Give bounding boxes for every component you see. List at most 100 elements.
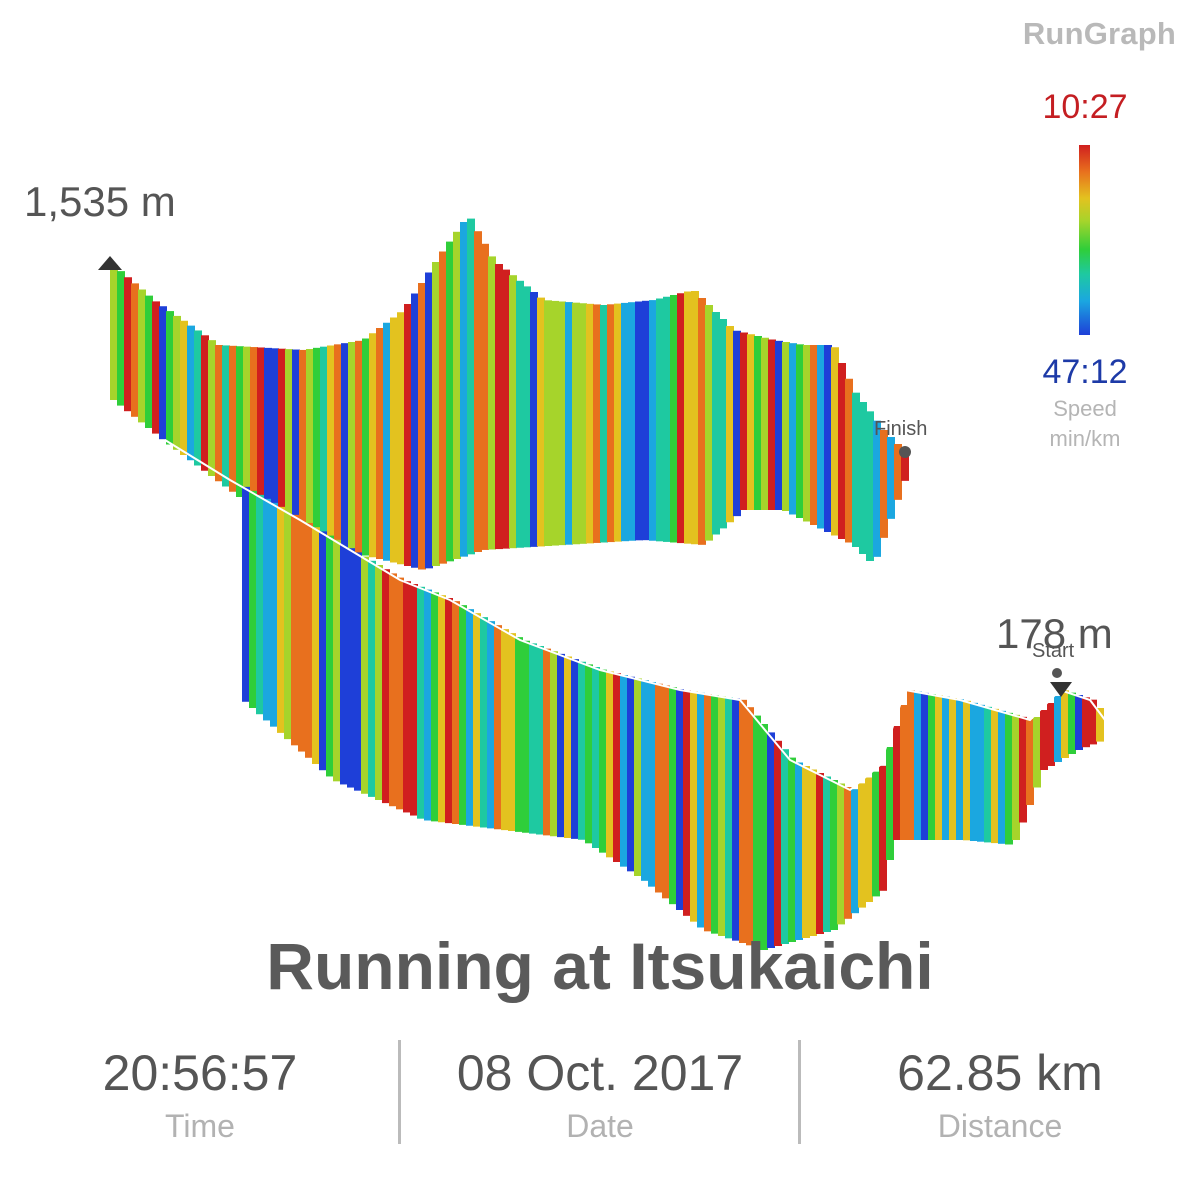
ribbon-band <box>522 640 530 833</box>
stat-divider <box>398 1040 401 1144</box>
ribbon-band <box>614 303 622 542</box>
ribbon-band <box>215 345 223 482</box>
ribbon-band <box>467 218 475 555</box>
ribbon-band <box>866 411 874 561</box>
ribbon-band <box>956 699 964 840</box>
ribbon-band <box>208 340 216 476</box>
ribbon-band <box>579 303 587 544</box>
ribbon-band <box>445 598 453 824</box>
ribbon-band <box>774 740 782 946</box>
ribbon-band <box>740 332 748 510</box>
ribbon-band <box>718 696 726 936</box>
ribbon-band <box>410 584 418 816</box>
ribbon-band <box>830 780 838 930</box>
ribbon-band <box>592 667 600 848</box>
ribbon-band <box>326 535 334 777</box>
ribbon-band <box>502 269 510 549</box>
ribbon-band <box>453 231 461 560</box>
ribbon-band <box>914 691 922 840</box>
ribbon-band <box>264 347 272 520</box>
min-elevation-icon <box>1050 682 1072 697</box>
ribbon-band <box>565 302 573 545</box>
ribbon-band <box>334 344 342 553</box>
ribbon-band <box>250 347 258 509</box>
ribbon-band <box>746 707 754 946</box>
ribbon-band <box>649 300 657 541</box>
ribbon-band <box>669 687 677 905</box>
ribbon-band <box>998 710 1006 844</box>
ribbon-band <box>816 773 824 934</box>
ribbon-band <box>691 291 699 545</box>
ribbon-band <box>865 777 873 902</box>
ribbon-band <box>222 345 230 487</box>
ribbon-band <box>131 283 139 417</box>
ribbon-band <box>796 344 804 518</box>
ribbon-band <box>844 787 852 919</box>
ribbon-band <box>613 673 621 862</box>
ribbon-band <box>803 345 811 522</box>
ribbon-band <box>284 510 292 740</box>
ribbon-band <box>194 330 202 466</box>
ribbon-band <box>516 280 524 548</box>
ribbon-band <box>593 304 601 543</box>
ribbon-band <box>187 325 195 461</box>
ribbon-band <box>662 685 670 899</box>
ribbon-band <box>845 378 853 543</box>
ribbon-band <box>872 771 880 897</box>
ribbon-band <box>508 633 516 831</box>
stat-distance-value: 62.85 km <box>897 1045 1103 1101</box>
ribbon-bands <box>110 218 1104 950</box>
ribbon-band <box>257 347 265 515</box>
ribbon-band <box>712 312 720 535</box>
ribbon-band <box>802 766 810 938</box>
ribbon-band <box>320 346 328 552</box>
stat-time: 20:56:57 Time <box>0 1044 400 1145</box>
ribbon-band <box>201 335 209 471</box>
ribbon-band <box>438 595 446 823</box>
ribbon-band <box>487 621 495 829</box>
ribbon-band <box>291 514 299 746</box>
ribbon-band <box>571 659 579 839</box>
ribbon-band <box>411 293 419 568</box>
ribbon-band <box>277 506 285 733</box>
legend-max-pace: 10:27 <box>1042 88 1128 126</box>
ribbon-band <box>404 304 412 566</box>
ribbon-band <box>970 702 978 841</box>
ribbon-band <box>1012 714 1020 840</box>
ribbon-band <box>319 531 327 771</box>
ribbon-band <box>481 243 489 550</box>
ribbon-band <box>684 291 692 544</box>
ribbon-band <box>313 347 321 552</box>
app-brand: RunGraph <box>1022 16 1176 51</box>
stat-date-value: 08 Oct. 2017 <box>456 1045 744 1101</box>
ribbon-band <box>963 700 971 841</box>
ribbon-band <box>495 264 503 550</box>
ribbon-band <box>858 783 866 908</box>
ribbon-band <box>620 675 628 867</box>
ribbon-band <box>124 277 132 412</box>
ribbon-band <box>368 560 376 797</box>
ribbon-band <box>677 293 685 544</box>
ribbon-band <box>949 698 957 840</box>
ribbon-band <box>159 306 167 440</box>
ribbon-band <box>551 300 559 546</box>
ribbon-band <box>810 345 818 525</box>
ribbon-band <box>333 539 341 782</box>
ribbon-band <box>726 326 734 523</box>
ribbon-band <box>529 643 537 834</box>
ribbon-band <box>285 349 293 538</box>
ribbon-band <box>376 328 384 559</box>
ribbon-band <box>530 292 538 547</box>
ribbon-band <box>641 680 649 881</box>
ribbon-band <box>901 451 909 481</box>
stat-date: 08 Oct. 2017 Date <box>400 1044 800 1145</box>
ribbon-band <box>1082 697 1090 748</box>
ribbon-band <box>760 724 768 950</box>
max-elevation-label: 1,535 m <box>24 178 176 225</box>
ribbon-band <box>550 651 558 837</box>
ribbon-band <box>663 296 671 542</box>
finish-marker-icon <box>899 446 911 458</box>
ribbon-band <box>698 298 706 545</box>
ribbon-band <box>837 783 845 925</box>
ribbon-band <box>459 605 467 825</box>
